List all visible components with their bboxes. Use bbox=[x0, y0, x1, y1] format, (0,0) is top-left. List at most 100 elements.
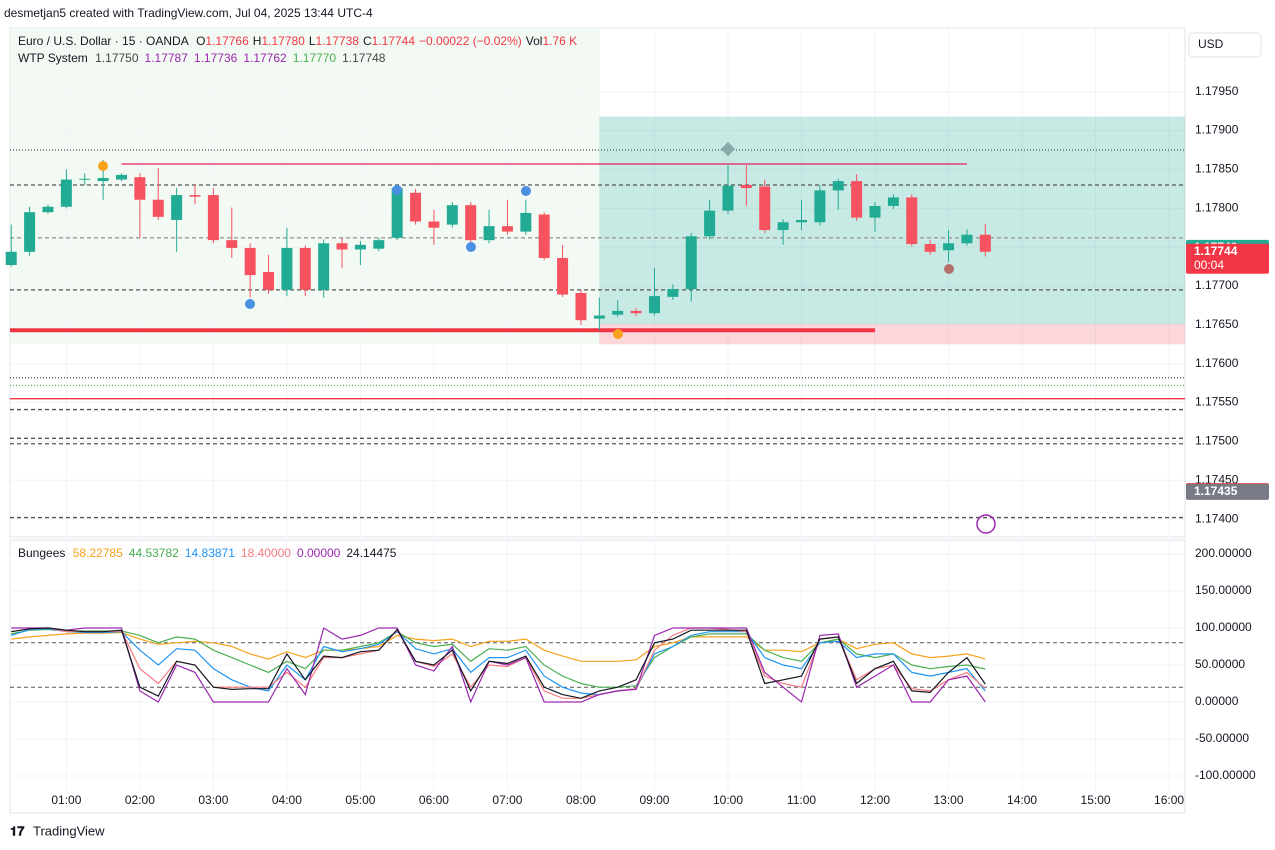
legend-value: 44.53782 bbox=[128, 546, 179, 560]
y-tick-label: 100.00000 bbox=[1195, 620, 1252, 634]
signal-marker bbox=[944, 264, 954, 274]
y-tick-label: 1.17950 bbox=[1195, 84, 1239, 98]
x-tick-label: 16:00 bbox=[1154, 793, 1184, 807]
candle-body bbox=[961, 234, 973, 244]
candle-body bbox=[538, 214, 550, 259]
indicator-value: 1.17750 bbox=[95, 51, 139, 65]
candle-body bbox=[24, 212, 36, 252]
volume: 1.76 K bbox=[542, 34, 578, 48]
candle-body bbox=[593, 315, 605, 319]
candle-body bbox=[60, 179, 72, 207]
candle-body bbox=[189, 195, 201, 197]
candle-body bbox=[906, 197, 918, 245]
candle-body bbox=[410, 192, 422, 222]
x-tick-label: 02:00 bbox=[125, 793, 155, 807]
candle-body bbox=[263, 272, 275, 290]
candle-body bbox=[575, 292, 587, 321]
legend-value: 0.00000 bbox=[296, 546, 341, 560]
candle-body bbox=[134, 177, 146, 200]
x-tick-label: 14:00 bbox=[1007, 793, 1037, 807]
candle-body bbox=[648, 296, 660, 314]
symbol: Euro / U.S. Dollar · 15 · OANDA bbox=[18, 34, 189, 48]
candle-body bbox=[759, 186, 771, 231]
candle-body bbox=[869, 205, 881, 218]
currency-button[interactable] bbox=[1188, 32, 1262, 58]
currency[interactable]: USD bbox=[1198, 37, 1224, 51]
legend-value: 58.22785 bbox=[72, 546, 123, 560]
candle-body bbox=[391, 188, 403, 238]
symbol-legend: Euro / U.S. Dollar · 15 · OANDA O1.17766… bbox=[18, 34, 581, 48]
x-tick-label: 13:00 bbox=[934, 793, 964, 807]
signal-marker bbox=[613, 329, 623, 339]
lower-legend: Bungees 58.22785 44.53782 14.83871 18.40000… bbox=[18, 546, 402, 560]
candle-body bbox=[887, 197, 899, 206]
signal-marker bbox=[245, 299, 255, 309]
x-tick-label: 09:00 bbox=[639, 793, 669, 807]
ohlc-key: L bbox=[308, 34, 316, 48]
y-tick-label: 1.17500 bbox=[1195, 434, 1239, 448]
y-tick-label: 50.00000 bbox=[1195, 657, 1245, 671]
signal-marker bbox=[98, 161, 108, 171]
lower-pane bbox=[9, 539, 1186, 814]
candle-body bbox=[244, 247, 256, 276]
y-tick-label: 0.00000 bbox=[1195, 694, 1239, 708]
candle-body bbox=[667, 289, 679, 297]
candle-body bbox=[318, 243, 330, 290]
logo: TradingView bbox=[33, 823, 105, 838]
candle-body bbox=[42, 206, 54, 213]
legend-value: 24.14475 bbox=[346, 546, 397, 560]
signal-marker bbox=[392, 185, 402, 195]
legend-value: 14.83871 bbox=[184, 546, 235, 560]
x-tick-label: 08:00 bbox=[566, 793, 596, 807]
y-tick-label: 1.17850 bbox=[1195, 162, 1239, 176]
ohlc-value: 1.17780 bbox=[261, 34, 305, 48]
x-tick-label: 05:00 bbox=[345, 793, 375, 807]
indicator-value: 1.17787 bbox=[144, 51, 188, 65]
volume-key: Vol bbox=[525, 34, 543, 48]
candle-body bbox=[704, 210, 716, 237]
ohlc-key: H bbox=[252, 34, 262, 48]
candle-body bbox=[851, 181, 863, 218]
price-label-box bbox=[1186, 483, 1269, 500]
x-tick-label: 12:00 bbox=[860, 793, 890, 807]
candle-body bbox=[924, 244, 936, 252]
candle-body bbox=[446, 205, 458, 225]
candle-body bbox=[281, 247, 293, 290]
x-tick-label: 06:00 bbox=[419, 793, 449, 807]
x-tick-label: 10:00 bbox=[713, 793, 743, 807]
candle-body bbox=[722, 185, 734, 211]
lower-title: Bungees bbox=[18, 546, 66, 560]
candle-body bbox=[796, 219, 808, 223]
alert-icon[interactable] bbox=[976, 514, 996, 534]
y-tick-label: 150.00000 bbox=[1195, 583, 1252, 597]
zone-shade bbox=[10, 28, 600, 344]
y-tick-label: 200.00000 bbox=[1195, 546, 1252, 560]
y-tick-label: 1.17900 bbox=[1195, 123, 1239, 137]
indicator-line bbox=[11, 627, 986, 699]
candle-body bbox=[373, 240, 385, 249]
logo-mark: 𝟏𝟕 bbox=[10, 823, 25, 838]
ohlc-value: 1.17738 bbox=[315, 34, 359, 48]
candle-body bbox=[465, 205, 477, 241]
candle-body bbox=[612, 310, 624, 315]
indicator-value: 1.17748 bbox=[342, 51, 386, 65]
y-tick-label: -100.00000 bbox=[1195, 768, 1256, 782]
candle-body bbox=[79, 178, 91, 180]
candle-body bbox=[428, 221, 440, 228]
y-tick-label: 1.17800 bbox=[1195, 200, 1239, 214]
attribution: desmetjan5 created with TradingView.com,… bbox=[4, 6, 373, 20]
x-tick-label: 04:00 bbox=[272, 793, 302, 807]
candle-body bbox=[501, 226, 513, 232]
signal-marker bbox=[521, 186, 531, 196]
candle-body bbox=[115, 174, 127, 180]
candle-body bbox=[226, 240, 238, 248]
indicator-legend: WTP System 1.17750 1.17787 1.17736 1.17762 1… bbox=[18, 51, 391, 65]
candle-body bbox=[207, 195, 219, 241]
price-label-box bbox=[1186, 243, 1269, 274]
target-zone bbox=[599, 116, 1185, 325]
indicator-value: 1.17736 bbox=[193, 51, 238, 65]
candle-body bbox=[979, 234, 991, 252]
y-tick-label: 1.17700 bbox=[1195, 278, 1239, 292]
candle-body bbox=[152, 199, 164, 217]
